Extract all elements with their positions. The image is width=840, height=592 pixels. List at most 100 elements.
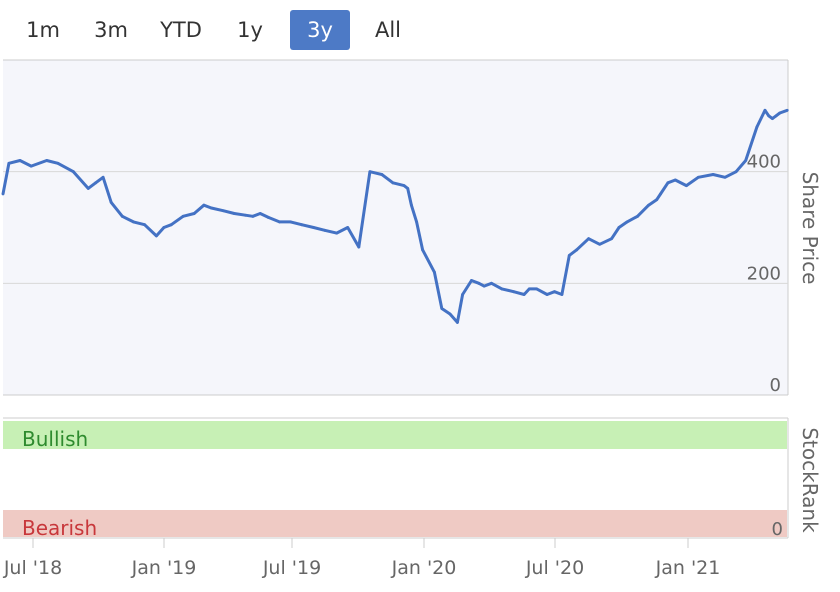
price-point [402, 184, 406, 188]
price-point [522, 293, 526, 296]
price-point [440, 307, 444, 310]
stockrank-axis-label: StockRank [798, 427, 822, 533]
price-point [406, 187, 410, 190]
price-point [685, 184, 688, 188]
price-point [421, 248, 424, 252]
price-point [368, 170, 372, 174]
price-point [312, 226, 315, 229]
price-plot-background [3, 60, 788, 395]
price-point [243, 213, 247, 217]
range-button-all[interactable]: All [374, 18, 402, 42]
stockrank-y-tick: 0 [772, 519, 783, 540]
price-point [380, 173, 384, 176]
price-point [300, 223, 304, 227]
price-point [477, 281, 481, 285]
price-point [512, 290, 516, 294]
price-point [785, 108, 789, 112]
price-point [232, 212, 236, 215]
price-point [45, 159, 49, 162]
price-point [659, 192, 662, 196]
range-button-3m[interactable]: 3m [94, 18, 128, 42]
price-point [86, 187, 90, 190]
bullish-label: Bullish [22, 427, 88, 451]
price-point [553, 290, 556, 294]
price-point [455, 321, 459, 324]
price-point [209, 206, 213, 210]
range-button-1m[interactable]: 1m [26, 18, 60, 42]
x-tick-label: Jul '19 [262, 557, 321, 579]
price-point [734, 170, 738, 174]
x-tick-label: Jan '19 [131, 557, 197, 579]
price-point [763, 108, 767, 112]
price-point [7, 161, 11, 165]
price-point [410, 203, 413, 207]
price-point [711, 173, 715, 176]
price-point [587, 237, 590, 241]
price-point [696, 175, 700, 179]
price-point [357, 245, 361, 249]
price-point [673, 178, 677, 182]
price-point [535, 287, 539, 291]
x-tick-label: Jul '18 [3, 557, 62, 579]
price-point [155, 234, 158, 238]
price-point [666, 181, 670, 185]
price-point [192, 212, 196, 215]
price-point [723, 175, 727, 179]
price-point [109, 200, 113, 204]
price-point [1, 192, 5, 196]
price-point [120, 214, 124, 218]
price-point [755, 125, 759, 129]
range-button-3y[interactable]: 3y [290, 10, 350, 50]
price-point [490, 281, 493, 285]
price-point [482, 284, 486, 288]
price-point [202, 203, 206, 207]
price-point [181, 214, 185, 218]
x-tick-label: Jan '21 [655, 557, 721, 579]
price-point [625, 220, 629, 224]
price-point [647, 203, 651, 207]
price-point [18, 159, 22, 162]
price-point [470, 279, 473, 282]
price-point [258, 212, 262, 215]
price-panel: 0 200 400 Share Price [1, 59, 822, 396]
price-point [101, 175, 105, 179]
price-point [617, 226, 621, 229]
price-point [132, 220, 135, 224]
stockrank-panel: Bullish Bearish 0 StockRank [3, 417, 822, 540]
price-point [433, 270, 436, 274]
price-point [323, 228, 327, 232]
range-button-ytd[interactable]: YTD [160, 18, 202, 42]
y-tick-label: 0 [770, 375, 781, 396]
price-point [575, 248, 579, 252]
price-point [72, 170, 75, 174]
price-point [169, 223, 173, 227]
x-tick-label: Jan '20 [391, 557, 457, 579]
price-point [767, 114, 771, 118]
price-point [162, 226, 166, 229]
price-point [29, 164, 33, 168]
price-point [415, 220, 419, 224]
price-point [636, 214, 639, 218]
price-point [545, 293, 549, 296]
price-point [221, 209, 225, 213]
price-point [744, 159, 748, 162]
price-point [391, 181, 395, 185]
price-point [500, 287, 504, 291]
range-button-1y[interactable]: 1y [237, 18, 263, 42]
range-selector: 1m 3m YTD 1y 3y All [0, 6, 440, 50]
price-point [266, 216, 270, 219]
bearish-band [3, 510, 787, 537]
price-point [143, 223, 146, 227]
price-series-line [1, 108, 788, 324]
price-point [289, 220, 293, 224]
price-point [774, 114, 778, 118]
price-point [94, 181, 98, 185]
bearish-label: Bearish [22, 516, 97, 540]
x-tick-label: Jul '20 [525, 557, 584, 579]
price-point [598, 242, 602, 246]
bullish-band [3, 421, 787, 449]
price-point [251, 214, 255, 218]
price-point [278, 220, 281, 224]
price-point [346, 226, 350, 229]
